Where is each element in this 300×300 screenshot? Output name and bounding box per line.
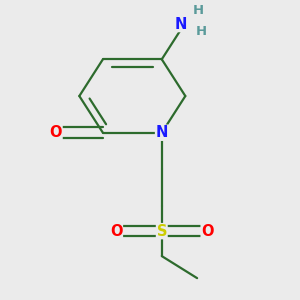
Text: N: N — [175, 16, 187, 32]
Text: H: H — [196, 25, 207, 38]
Text: O: O — [50, 125, 62, 140]
Text: S: S — [157, 224, 167, 238]
Text: O: O — [201, 224, 214, 238]
Text: O: O — [110, 224, 122, 238]
Text: N: N — [156, 125, 168, 140]
Text: H: H — [193, 4, 204, 17]
